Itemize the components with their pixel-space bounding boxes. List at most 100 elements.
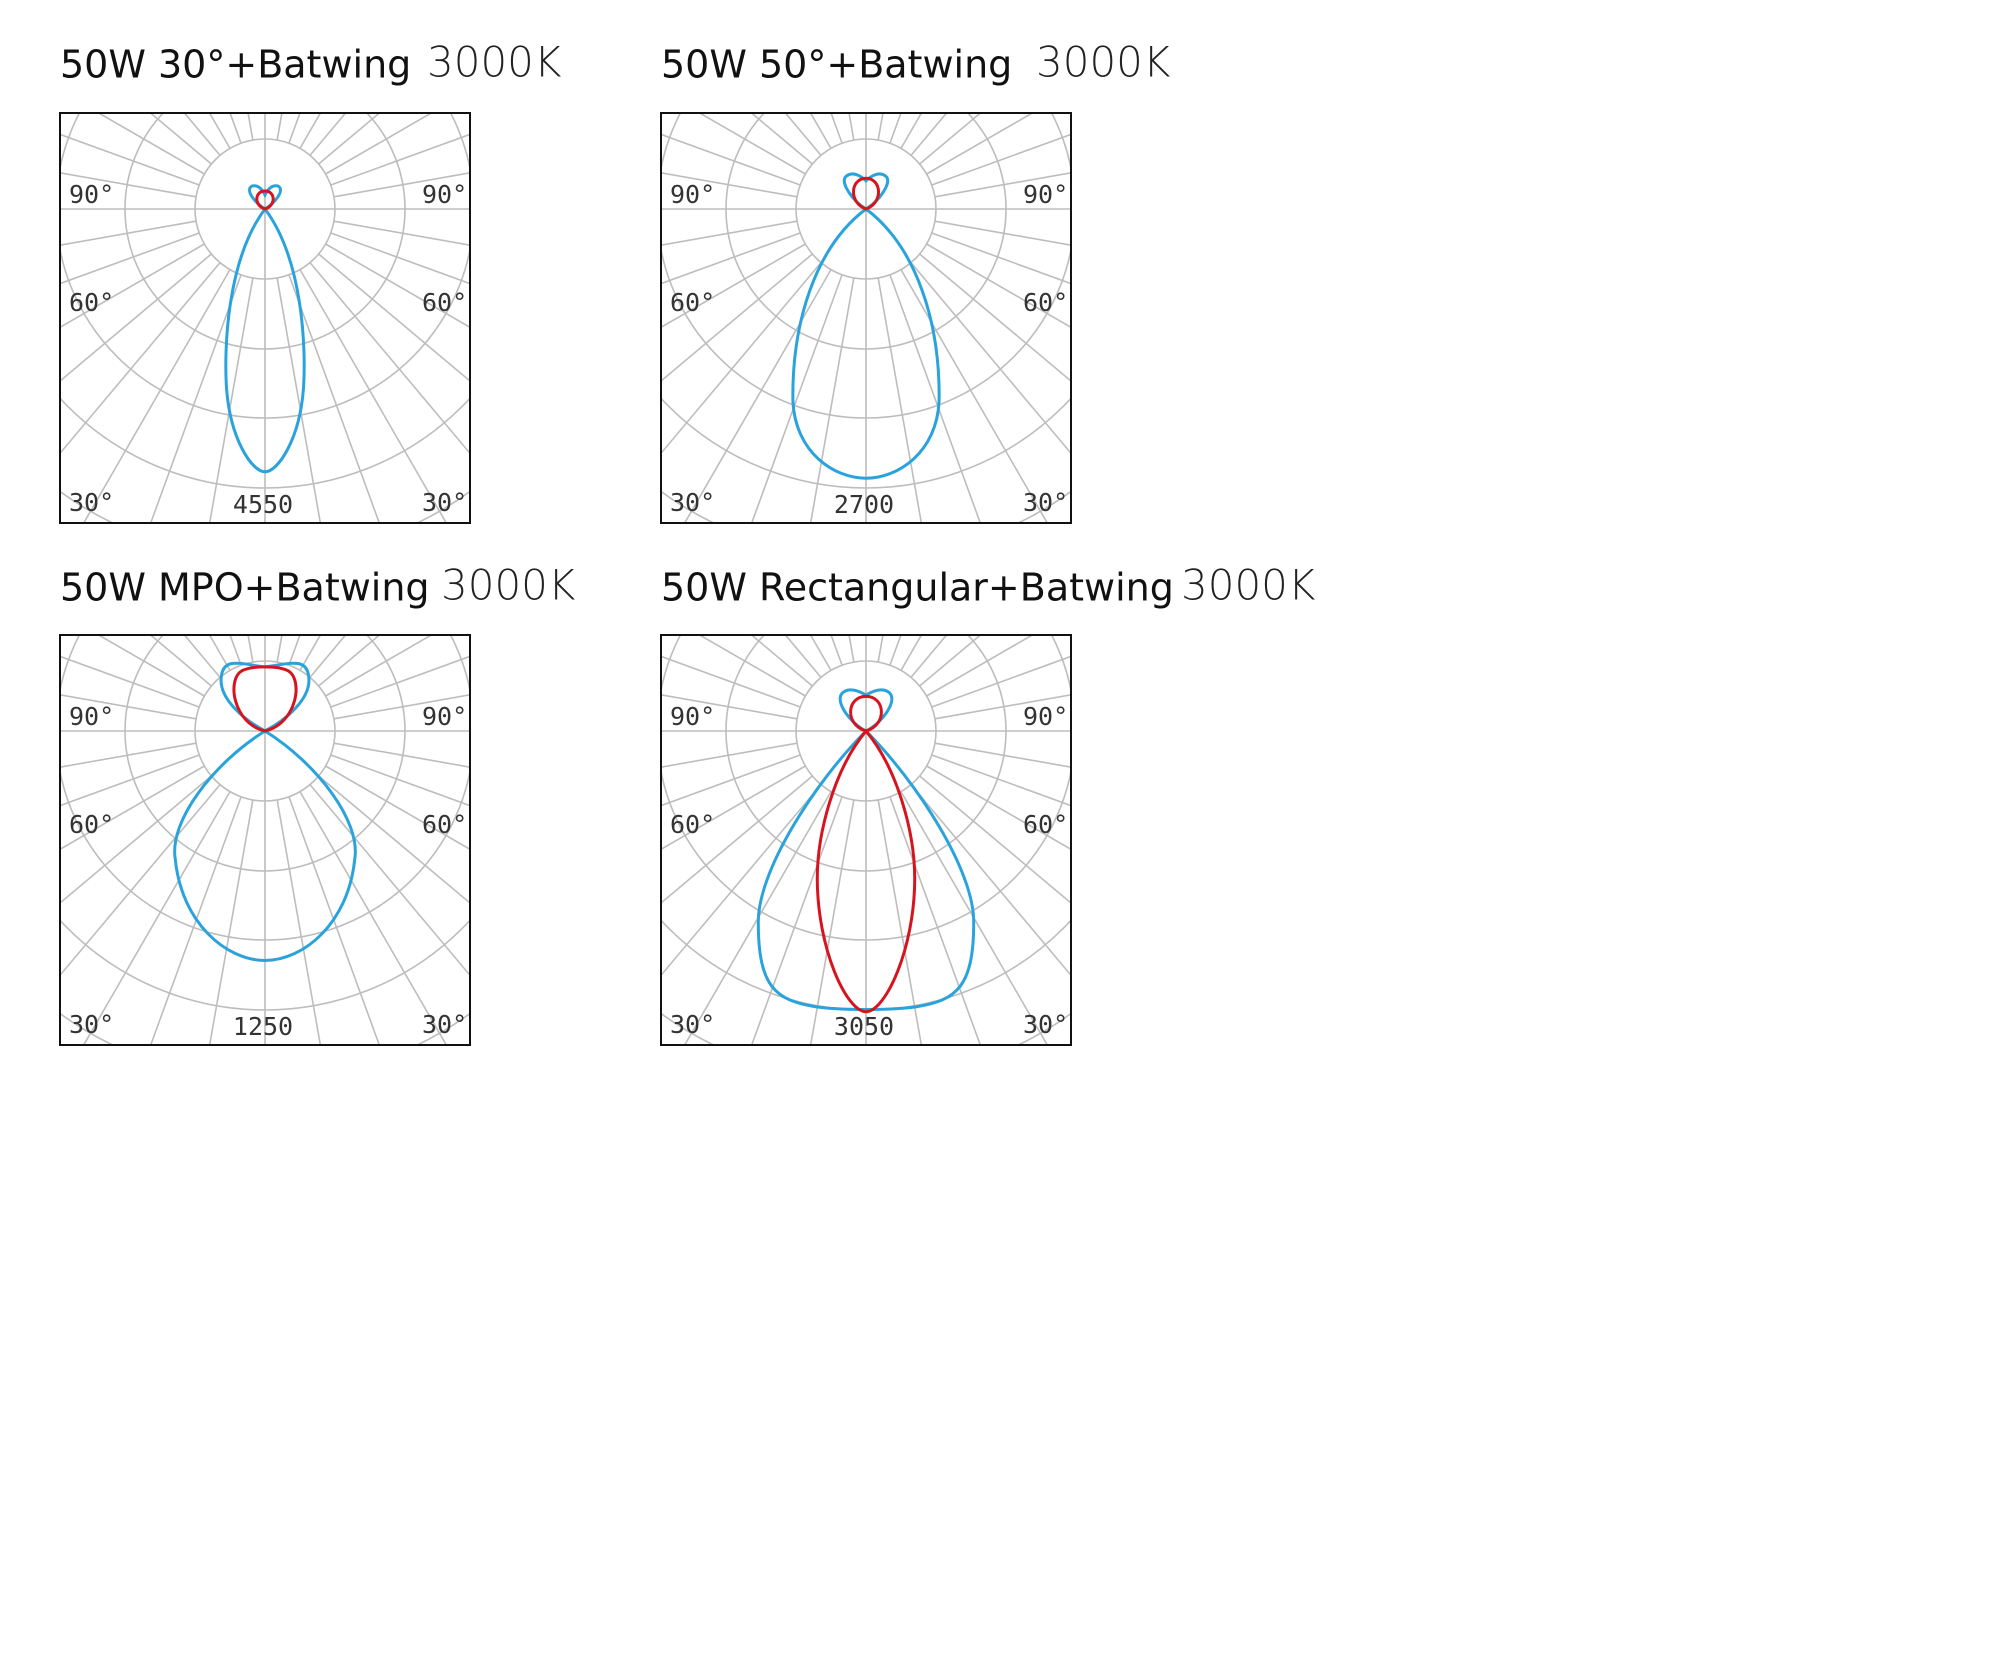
angle-label-right: 90° (422, 180, 467, 209)
curve-c90-270 (817, 731, 914, 1012)
grid-radial (60, 775, 212, 905)
polar-grid (661, 113, 1071, 523)
grid-radial (931, 133, 1071, 186)
grid-radial (661, 253, 813, 383)
grid-radial (910, 262, 1071, 455)
grid-radial (661, 232, 801, 285)
curve-c0-180 (249, 186, 280, 209)
panel-cct: 3000K (1181, 561, 1316, 610)
angle-label-right: 90° (1023, 180, 1068, 209)
grid-radial (900, 269, 1049, 523)
angle-label-left: 90° (670, 702, 715, 731)
grid-radial (82, 269, 231, 523)
grid-radial (325, 113, 433, 175)
grid-radial (60, 253, 212, 383)
grid-radial (333, 742, 470, 768)
panel-frame (660, 112, 1072, 524)
angle-label-right: 60° (1023, 288, 1068, 317)
grid-radial (60, 262, 221, 455)
angle-label-right: 30° (1023, 488, 1068, 517)
grid-radial (299, 791, 448, 1045)
grid-radial (926, 635, 1034, 697)
grid-radial (661, 243, 806, 329)
grid-radial (60, 694, 197, 720)
grid-radial (325, 635, 433, 697)
grid-radial (82, 791, 231, 1045)
grid-radial (330, 655, 470, 708)
angle-label-right: 60° (1023, 810, 1068, 839)
angle-label-right: 90° (422, 702, 467, 731)
grid-radial (208, 277, 254, 523)
angle-label-left: 90° (69, 180, 114, 209)
grid-radial (60, 784, 221, 977)
grid-radial (333, 694, 470, 720)
grid-radial (934, 172, 1071, 198)
grid-radial (931, 754, 1071, 807)
grid-radial (330, 232, 470, 285)
curves (226, 186, 304, 472)
grid-radial (931, 655, 1071, 708)
grid-radial (750, 796, 843, 1045)
curve-c0-180 (175, 731, 356, 960)
grid-radial (60, 754, 200, 807)
curve-c0-180 (758, 731, 973, 1010)
polar-grid (60, 635, 470, 1045)
grid-radial (809, 799, 855, 1045)
grid-radial (661, 694, 798, 720)
angle-label-left: 90° (670, 180, 715, 209)
angle-label-left: 30° (69, 488, 114, 517)
grid-radial (750, 635, 813, 687)
grid-radial (683, 269, 832, 523)
angle-label-right: 30° (422, 488, 467, 517)
curve-c90-270 (851, 696, 882, 731)
grid-radial (149, 274, 242, 523)
curve-c90-270 (234, 667, 296, 731)
grid-radial (889, 796, 982, 1045)
angle-label-right: 90° (1023, 702, 1068, 731)
max-intensity: 3050 (834, 1012, 894, 1041)
grid-radial (208, 799, 254, 1045)
grid-radial (934, 694, 1071, 720)
grid-radial (889, 274, 982, 523)
grid-radial (60, 655, 200, 708)
angle-label-left: 30° (670, 1010, 715, 1039)
grid-radial (318, 253, 470, 383)
panel-frame (660, 634, 1072, 1046)
angle-label-right: 60° (422, 288, 467, 317)
grid-radial (661, 220, 798, 246)
polar-grid (661, 635, 1071, 1045)
panel-cct: 3000K (427, 38, 562, 87)
angle-label-right: 60° (422, 810, 467, 839)
grid-radial (926, 113, 1034, 175)
grid-radial (325, 243, 470, 329)
curve-c0-180 (226, 209, 304, 472)
grid-radial (299, 269, 448, 523)
grid-radial (333, 172, 470, 198)
grid-radial (750, 274, 843, 523)
grid-radial (661, 262, 822, 455)
grid-radial (919, 775, 1071, 905)
grid-radial (97, 635, 205, 697)
grid-radial (330, 754, 470, 807)
grid-radial (60, 243, 205, 329)
curve-c90-270 (853, 178, 878, 209)
grid-radial (276, 277, 322, 523)
grid-radial (60, 220, 197, 246)
grid-radial (877, 277, 923, 523)
grid-radial (661, 172, 798, 198)
grid-radial (288, 796, 381, 1045)
panel-cct: 3000K (441, 561, 576, 610)
max-intensity: 1250 (233, 1012, 293, 1041)
grid-radial (934, 220, 1071, 246)
max-intensity: 4550 (233, 490, 293, 519)
angle-label-right: 30° (1023, 1010, 1068, 1039)
angle-label-left: 60° (69, 810, 114, 839)
grid-radial (698, 113, 806, 175)
panel-frame (59, 112, 471, 524)
max-intensity: 2700 (834, 490, 894, 519)
grid-radial (330, 133, 470, 186)
grid-radial (910, 784, 1071, 977)
grid-radial (318, 775, 470, 905)
curves (793, 174, 939, 478)
panel-title: 50W MPO+Batwing (60, 566, 430, 610)
